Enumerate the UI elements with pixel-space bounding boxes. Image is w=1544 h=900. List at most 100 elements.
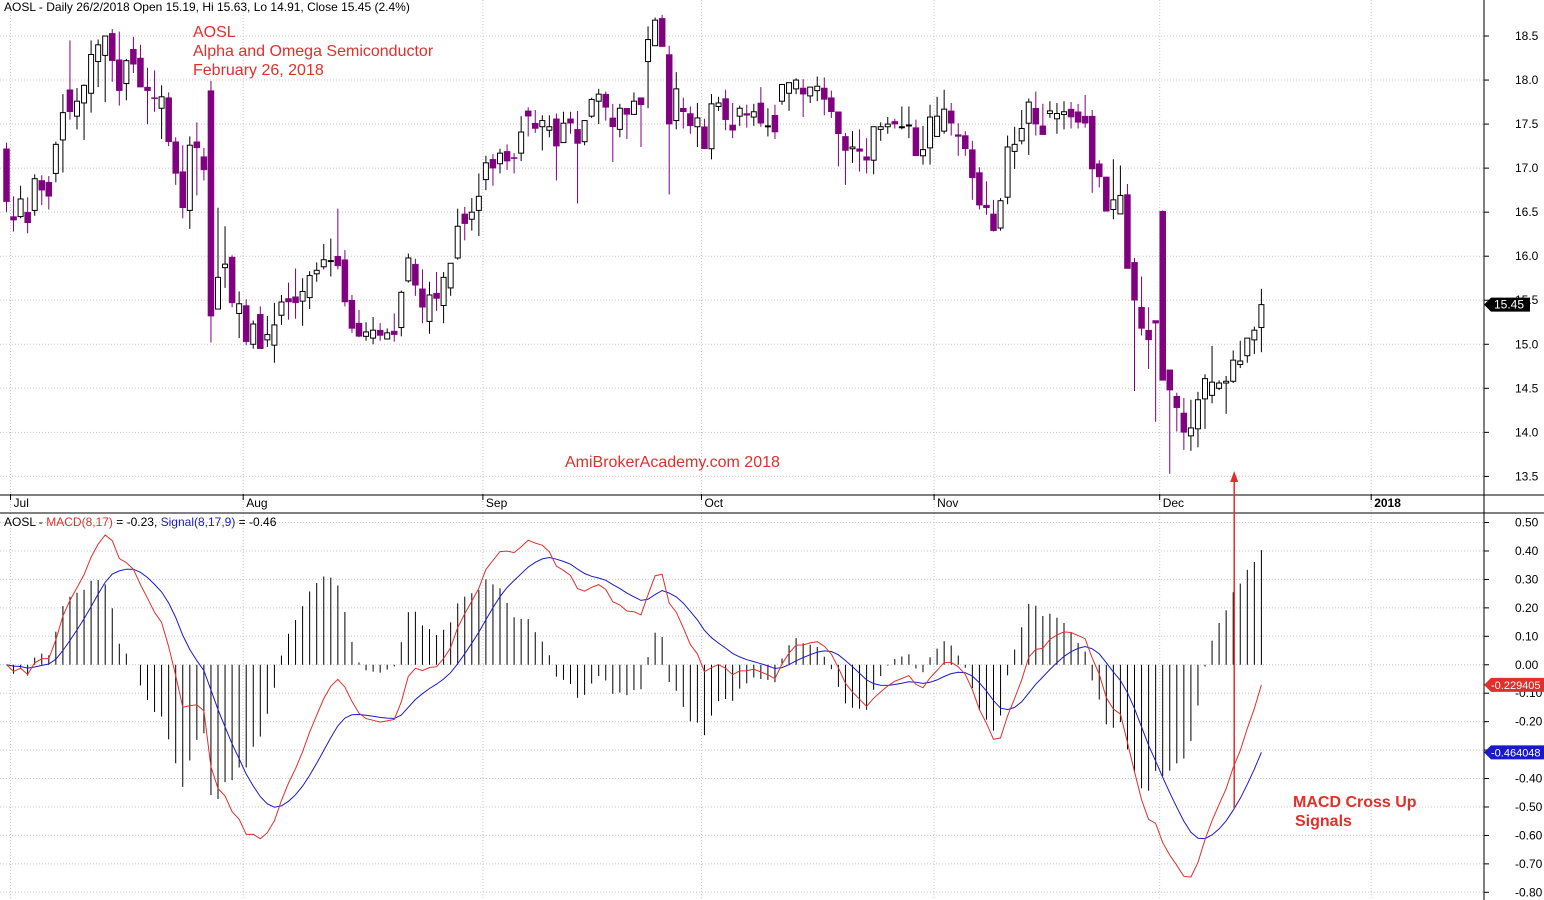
macd-y-tick-label: -0.70 bbox=[1515, 857, 1543, 871]
candle-body-up bbox=[1202, 378, 1208, 400]
candle-body-down bbox=[658, 18, 666, 47]
candle bbox=[81, 84, 88, 140]
candle bbox=[468, 198, 475, 231]
candle-body-down bbox=[532, 122, 539, 129]
candle bbox=[1053, 102, 1060, 134]
candle-body-up bbox=[1018, 127, 1025, 142]
candle bbox=[1018, 110, 1025, 145]
candle-body-down bbox=[976, 172, 983, 206]
candle bbox=[489, 154, 497, 186]
candle-body-up bbox=[1025, 101, 1032, 124]
candle bbox=[370, 316, 377, 345]
candle bbox=[59, 94, 66, 173]
candle-body-down bbox=[38, 180, 45, 191]
candle bbox=[764, 108, 771, 137]
candle bbox=[1061, 101, 1067, 130]
macd-y-tick-label: 0.30 bbox=[1515, 572, 1539, 586]
candle-body-down bbox=[1103, 176, 1110, 212]
candle bbox=[17, 185, 24, 219]
candle bbox=[793, 78, 800, 95]
candle bbox=[179, 145, 186, 219]
candle bbox=[45, 176, 53, 210]
candle-body-up bbox=[786, 82, 793, 94]
candle bbox=[1004, 135, 1011, 205]
candle bbox=[1074, 103, 1082, 129]
candle bbox=[532, 110, 539, 133]
candle bbox=[398, 290, 405, 337]
candle bbox=[828, 90, 835, 118]
candle bbox=[1223, 375, 1230, 414]
candle bbox=[257, 306, 264, 349]
macd-y-tick-label: -0.80 bbox=[1515, 885, 1543, 899]
candle bbox=[1166, 369, 1173, 474]
candle-body-down bbox=[355, 322, 363, 337]
candle-body-up bbox=[454, 225, 461, 259]
candle bbox=[74, 87, 80, 130]
candle-body-up bbox=[1187, 427, 1194, 437]
candle-body-up bbox=[560, 122, 567, 144]
candle bbox=[151, 70, 158, 112]
candle-body-down bbox=[165, 97, 172, 142]
candle-body-up bbox=[384, 332, 391, 340]
price-info-header: AOSL - Daily 26/2/2018 Open 15.19, Hi 15… bbox=[4, 0, 410, 14]
candle bbox=[334, 208, 342, 270]
candle-body-down bbox=[3, 148, 10, 202]
macd-last-value-label: -0.229405 bbox=[1491, 680, 1541, 692]
last-price-label: 15.45 bbox=[1494, 298, 1524, 312]
candle bbox=[1032, 91, 1040, 136]
watermark-annotation: AmiBrokerAcademy.com 2018 bbox=[565, 454, 780, 471]
candle bbox=[313, 262, 320, 282]
candle-body-up bbox=[59, 112, 66, 141]
candle bbox=[835, 111, 842, 167]
candle bbox=[1025, 98, 1032, 155]
candle-body-up bbox=[630, 100, 637, 115]
macd-y-tick-label: -0.20 bbox=[1515, 715, 1543, 729]
candle-body-down bbox=[835, 111, 842, 135]
candle bbox=[743, 104, 750, 128]
candle bbox=[1173, 392, 1181, 432]
macd-y-tick-label: -0.40 bbox=[1515, 772, 1543, 786]
candle bbox=[518, 116, 525, 162]
company-annotation: Alpha and Omega Semiconductor bbox=[193, 43, 434, 60]
candle-body-down bbox=[1124, 194, 1131, 269]
candle-body-up bbox=[271, 324, 278, 346]
candle bbox=[250, 320, 257, 349]
candle-body-up bbox=[74, 100, 80, 117]
candle-body-down bbox=[701, 126, 708, 150]
candle-body-up bbox=[81, 84, 88, 104]
price-y-tick-label: 17.0 bbox=[1515, 161, 1539, 175]
candle-body-down bbox=[856, 148, 863, 152]
candle-body-down bbox=[179, 171, 186, 209]
candle bbox=[1117, 165, 1124, 215]
candle-body-up bbox=[52, 143, 59, 174]
candle bbox=[426, 281, 433, 334]
candle bbox=[355, 309, 363, 338]
candle-body-down bbox=[10, 216, 17, 221]
candle bbox=[722, 89, 729, 131]
candle bbox=[376, 323, 384, 341]
candle-body-up bbox=[88, 54, 95, 94]
candle bbox=[292, 268, 299, 319]
candle bbox=[447, 262, 454, 296]
candle-body-up bbox=[123, 60, 130, 85]
month-label: 2018 bbox=[1374, 496, 1401, 510]
candle bbox=[912, 119, 920, 157]
candle bbox=[193, 122, 201, 196]
candle bbox=[66, 40, 74, 120]
candle bbox=[475, 173, 482, 236]
candle bbox=[482, 155, 489, 191]
candle-body-down bbox=[1159, 211, 1166, 381]
macd-line bbox=[6, 534, 1262, 878]
candle-body-down bbox=[912, 127, 920, 157]
candle bbox=[623, 107, 631, 140]
candle bbox=[320, 243, 327, 270]
candle bbox=[137, 44, 144, 88]
candle bbox=[215, 207, 221, 310]
candle bbox=[1081, 95, 1089, 128]
cross-up-arrow-head bbox=[1230, 471, 1239, 482]
candle bbox=[898, 106, 905, 130]
macd-info-header: AOSL - MACD(8,17) = -0.23, Signal(8,17,9… bbox=[4, 515, 276, 529]
candle bbox=[264, 316, 271, 347]
